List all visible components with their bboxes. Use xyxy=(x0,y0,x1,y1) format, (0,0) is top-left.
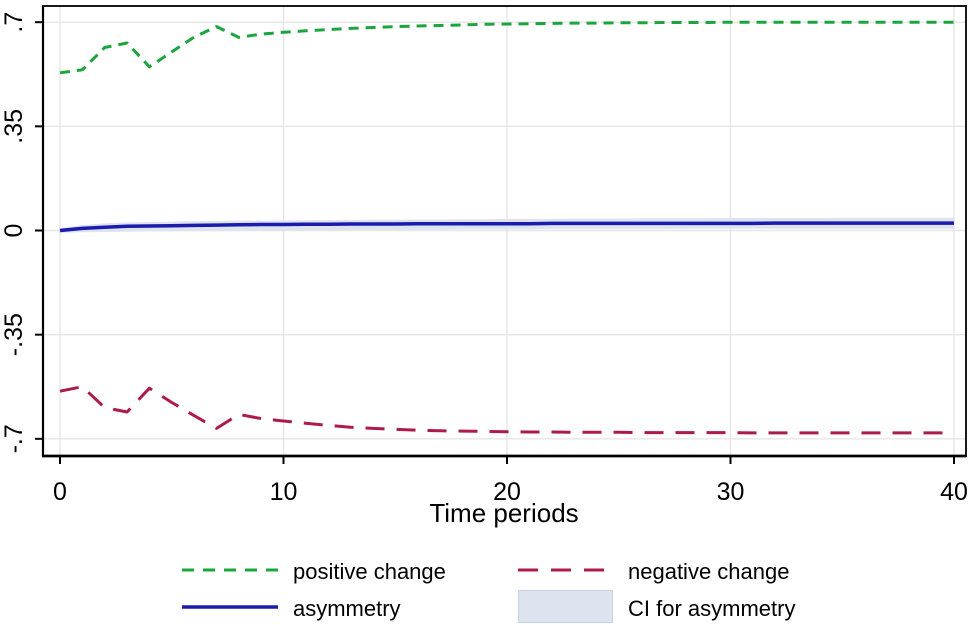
y-tick-label: 0 xyxy=(0,224,28,238)
x-tick-label: 30 xyxy=(717,478,745,506)
legend-label-asymmetry: asymmetry xyxy=(293,596,401,621)
y-tick-label: .35 xyxy=(0,109,28,144)
x-tick-label: 40 xyxy=(940,478,968,506)
legend-swatch-ci-for-asymmetry xyxy=(518,590,613,623)
series-line-positive-change xyxy=(59,20,954,75)
legend-swatch-asymmetry xyxy=(182,605,278,609)
legend-swatch-negative-change xyxy=(518,568,614,572)
chart-canvas: Time periods .7 .35 0 -.35 -.7 0 10 20 30 40 xyxy=(0,5,968,528)
x-tick-label: 20 xyxy=(493,478,521,506)
series-line-negative-change xyxy=(59,385,954,435)
y-tick-label: .7 xyxy=(0,12,28,33)
y-tick-label: -.7 xyxy=(0,424,28,453)
legend-swatch-positive-change xyxy=(182,568,278,572)
legend-label-ci-for-asymmetry: CI for asymmetry xyxy=(628,596,796,621)
x-tick-label: 0 xyxy=(53,478,67,506)
series-line-asymmetry xyxy=(59,221,954,233)
x-axis-title: Time periods xyxy=(429,498,578,528)
y-tick-label: -.35 xyxy=(0,313,28,356)
legend-label-negative-change: negative change xyxy=(628,559,790,584)
legend-label-positive-change: positive change xyxy=(293,559,446,584)
x-tick-label: 10 xyxy=(270,478,298,506)
